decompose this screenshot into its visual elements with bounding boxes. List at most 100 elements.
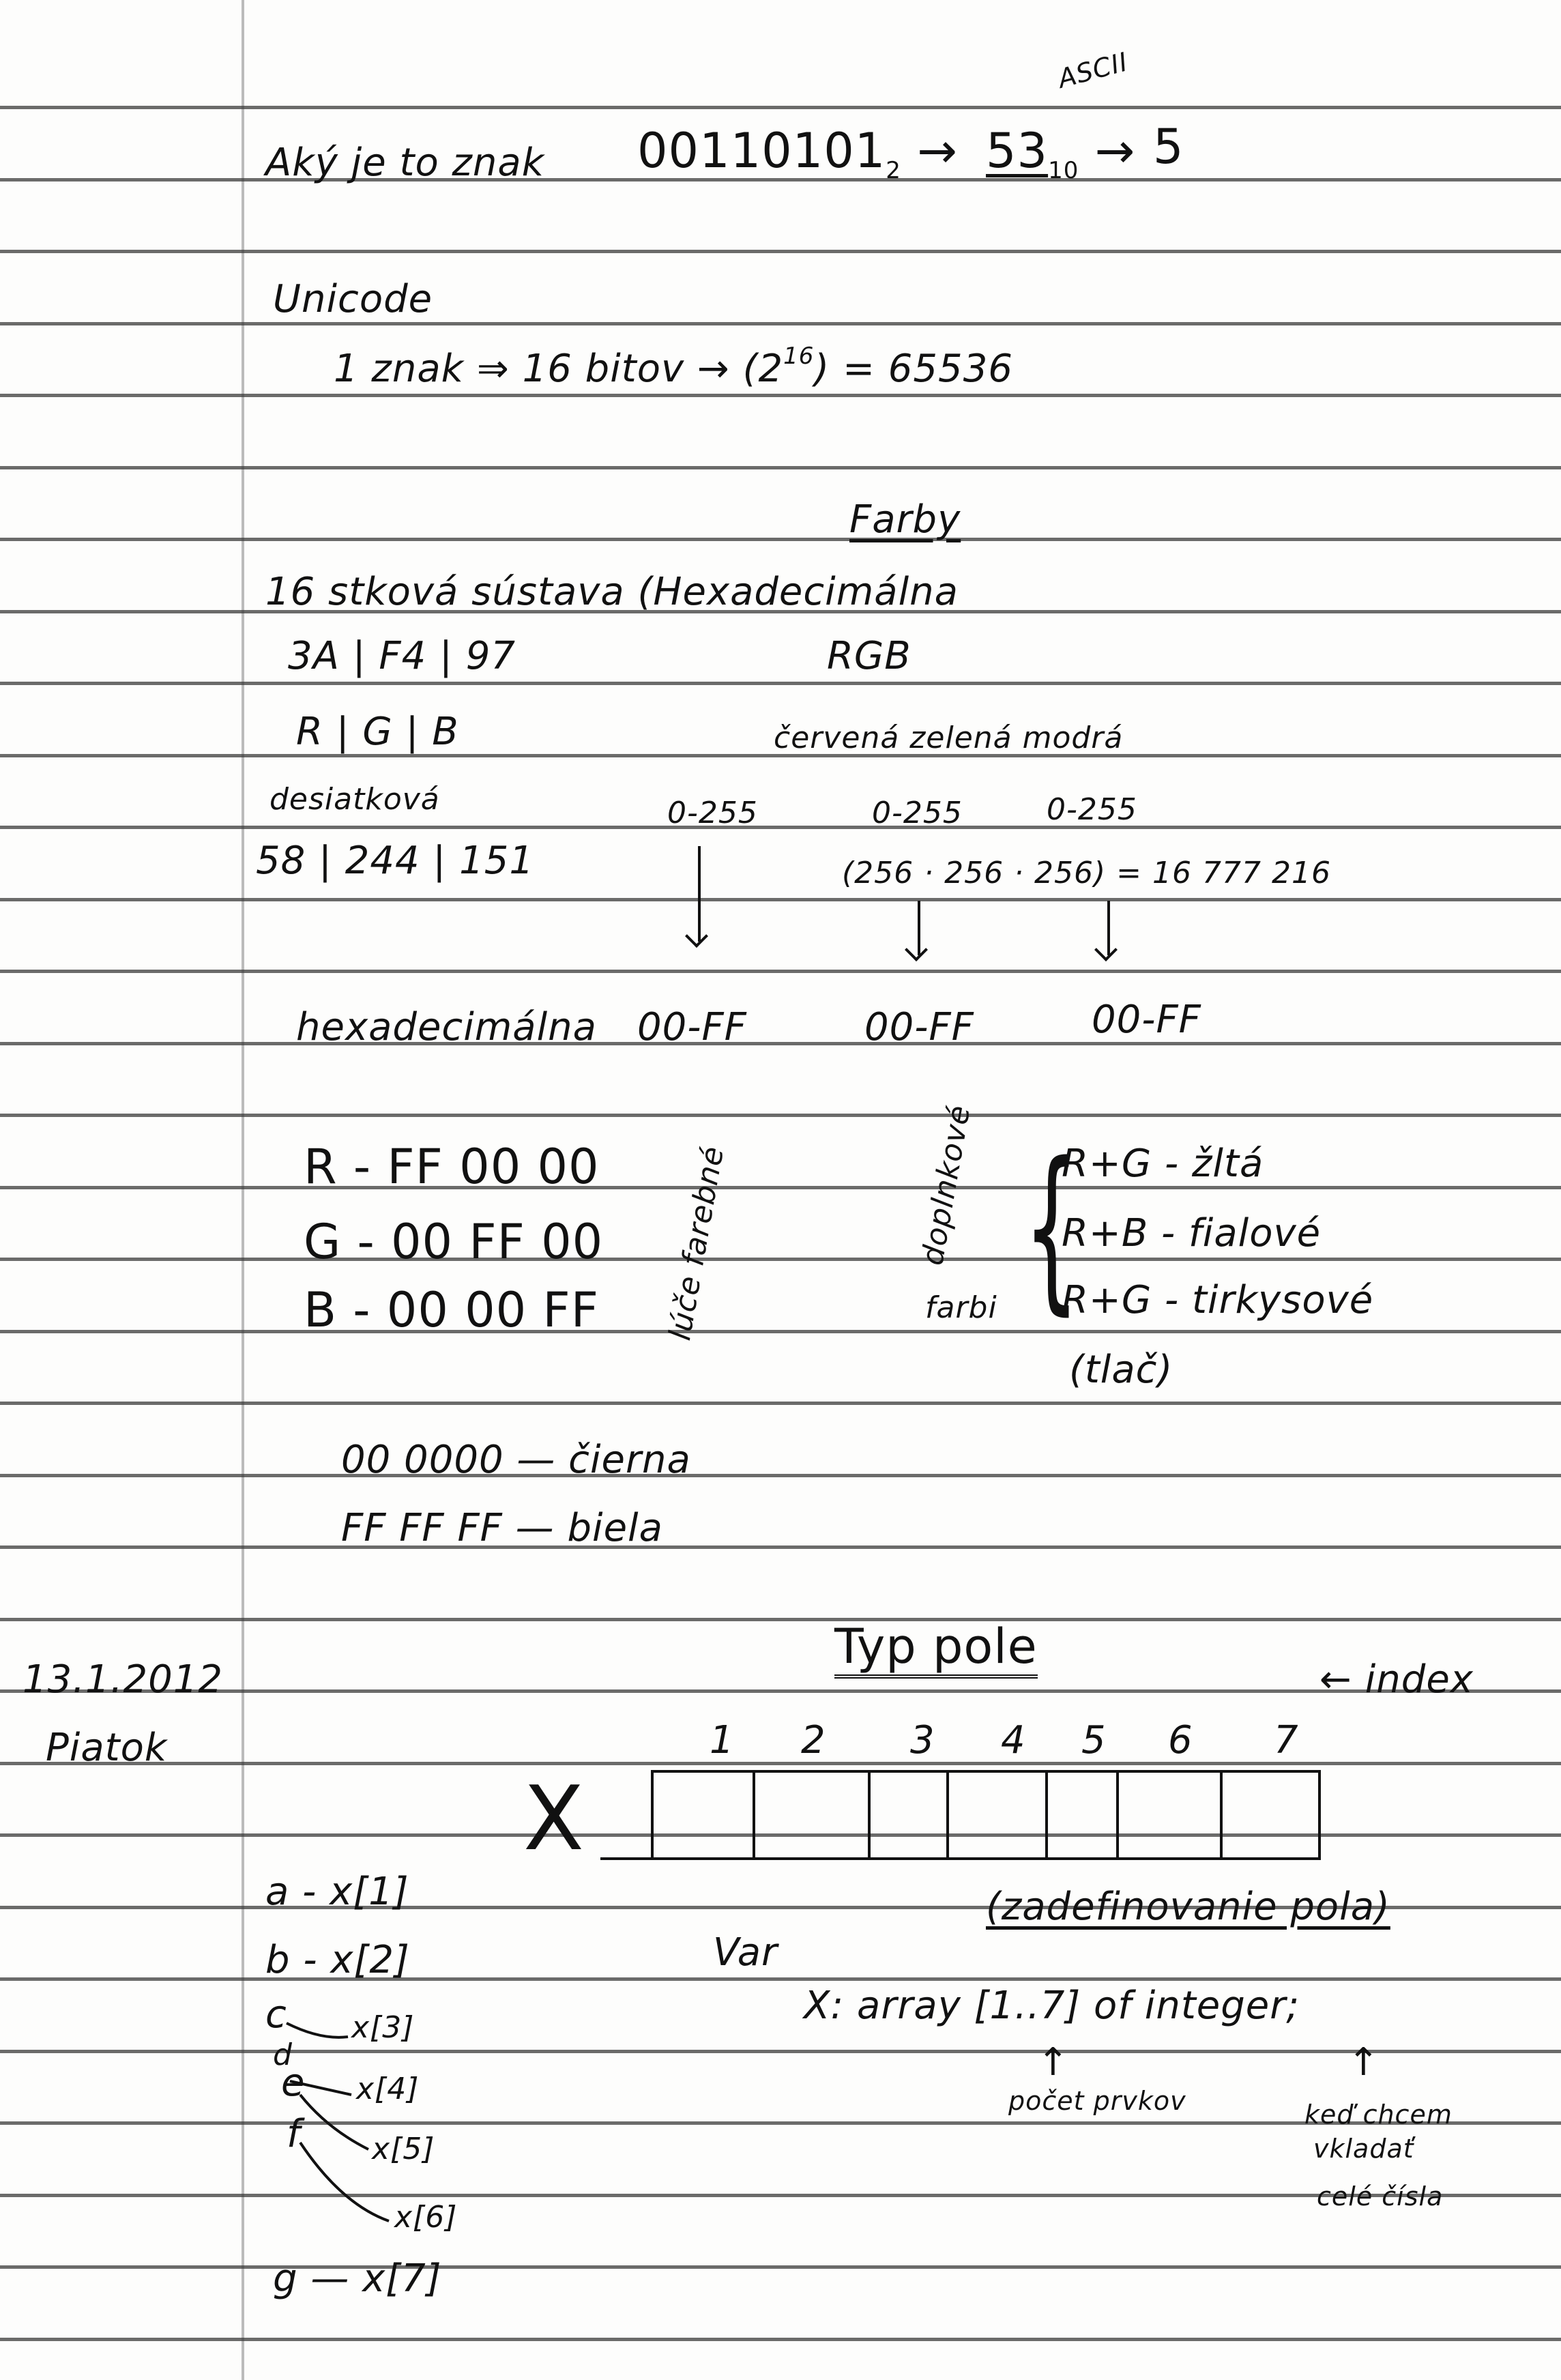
arrow-up-icon: ↑ — [1347, 2040, 1380, 2085]
binary-value: 001101012 → — [637, 127, 958, 182]
mapping-line — [286, 2022, 349, 2039]
ruled-line — [0, 898, 1561, 901]
colors-title: Farby — [849, 497, 961, 542]
index-note: ← index — [1319, 1657, 1474, 1702]
hex-range-green: 00-FF — [864, 1005, 974, 1049]
ascii-character: 5 — [1153, 119, 1184, 175]
range-blue: 0-255 — [1047, 792, 1137, 827]
print-note: (tlač) — [1069, 1348, 1173, 1392]
array-index: 4 — [1001, 1718, 1026, 1762]
hex-system-note: 16 stková sústava (Hexadecimálna — [265, 570, 959, 614]
arrow-down-icon — [1107, 901, 1110, 955]
ascii-question: Aký je to znak — [265, 141, 545, 185]
ruled-line — [0, 1977, 1561, 1981]
count-note: počet prvkov — [1008, 2086, 1186, 2116]
date: 13.1.2012 — [23, 1657, 224, 1702]
power-exponent: 16 — [783, 343, 815, 370]
mapping-x4: x[4] — [356, 2072, 420, 2106]
rgb-names: červená zelená modrá — [774, 721, 1124, 755]
white-color: FF FF FF — biela — [341, 1506, 663, 1550]
type-note-line-3: celé čísla — [1317, 2181, 1444, 2211]
arrow-down-icon — [698, 846, 701, 942]
array-name: X — [523, 1767, 585, 1870]
ruled-line — [0, 1258, 1561, 1261]
ruled-line — [0, 1474, 1561, 1477]
definition-note: (zadefinovanie pola) — [986, 1885, 1390, 1929]
matrix-decimal-label: desiatková — [269, 782, 440, 817]
decimal-base: 10 — [1048, 157, 1079, 184]
mapping-c: c — [265, 1992, 287, 2037]
ruled-line — [0, 1042, 1561, 1045]
array-title: Typ pole — [834, 1623, 1038, 1679]
ruled-line — [0, 1114, 1561, 1117]
array-index: 3 — [910, 1718, 935, 1762]
brace: { — [1023, 1125, 1081, 1331]
mapping-line — [289, 2080, 352, 2096]
ruled-line — [0, 682, 1561, 685]
ruled-line — [0, 1186, 1561, 1189]
mapping-g: g — x[7] — [273, 2256, 442, 2301]
ruled-line — [0, 826, 1561, 829]
ruled-line — [0, 178, 1561, 182]
type-note-line-2: vkladať — [1313, 2134, 1414, 2164]
ruled-line — [0, 1689, 1561, 1693]
array-index: 6 — [1168, 1718, 1193, 1762]
ruled-line — [0, 754, 1561, 757]
ruled-line — [0, 1545, 1561, 1549]
hex-label: hexadecimálna — [296, 1005, 597, 1049]
arrow-icon: → — [1094, 123, 1136, 179]
primary-blue: B - 00 00 FF — [304, 1282, 599, 1338]
matrix-decimal-row: 58 | 244 | 151 — [256, 839, 534, 883]
power-result: = 65536 — [843, 347, 1013, 391]
ruled-line — [0, 1762, 1561, 1765]
ruled-line — [0, 1618, 1561, 1621]
mapping-line — [299, 2093, 369, 2151]
color-combinations: (256 · 256 · 256) = 16 777 216 — [842, 856, 1331, 890]
formula-left: 1 znak ⇒ 16 bitov → — [334, 347, 730, 391]
mapping-b: b - x[2] — [265, 1938, 410, 1982]
binary-digits: 00110101 — [637, 123, 886, 179]
complementary-yellow: R+G - žltá — [1062, 1142, 1264, 1186]
array-declaration: X: array [1..7] of integer; — [804, 1984, 1300, 2028]
power-close: ) — [814, 347, 830, 391]
matrix-hex-row: 3A | F4 | 97 — [288, 634, 516, 678]
hex-range-red: 00-FF — [637, 1005, 747, 1049]
weekday: Piatok — [46, 1726, 168, 1770]
mapping-x6: x[6] — [394, 2200, 458, 2235]
ruled-line — [0, 970, 1561, 973]
array-index: 7 — [1274, 1718, 1299, 1762]
complementary-purple: R+B - fialové — [1062, 1211, 1322, 1256]
ruled-line — [0, 1402, 1561, 1405]
ruled-line — [0, 2338, 1561, 2341]
primary-green: G - 00 FF 00 — [304, 1214, 604, 1270]
ruled-line — [0, 106, 1561, 109]
ruled-line — [0, 538, 1561, 541]
binary-base: 2 — [886, 157, 901, 184]
mapping-a: a - x[1] — [265, 1870, 409, 1914]
ruled-line — [0, 466, 1561, 469]
decimal-digits: 53 — [986, 123, 1049, 179]
mapping-x3: x[3] — [351, 2010, 415, 2045]
mapping-line — [299, 2141, 390, 2222]
ruled-line — [0, 1330, 1561, 1333]
ruled-line — [0, 2121, 1561, 2125]
range-green: 0-255 — [872, 796, 963, 830]
arrow-down-icon — [918, 901, 920, 955]
ruled-line — [0, 610, 1561, 613]
var-keyword: Var — [713, 1930, 778, 1975]
unicode-formula: 1 znak ⇒ 16 bitov → (216) = 65536 — [334, 345, 1013, 388]
power-base: (2 — [742, 347, 784, 391]
hex-range-blue: 00-FF — [1092, 998, 1201, 1042]
arrow-icon: → — [917, 123, 958, 179]
ruled-line — [0, 1833, 1561, 1837]
array-index: 2 — [801, 1718, 826, 1762]
array-box — [651, 1770, 1321, 1860]
array-index: 1 — [710, 1718, 735, 1762]
ruled-line — [0, 2265, 1561, 2269]
black-color: 00 0000 — čierna — [341, 1438, 691, 1482]
complementary-label-2: farbi — [925, 1290, 997, 1325]
matrix-channel-row: R | G | B — [296, 710, 459, 754]
ruled-line — [0, 2050, 1561, 2053]
mapping-x5: x[5] — [372, 2132, 435, 2166]
